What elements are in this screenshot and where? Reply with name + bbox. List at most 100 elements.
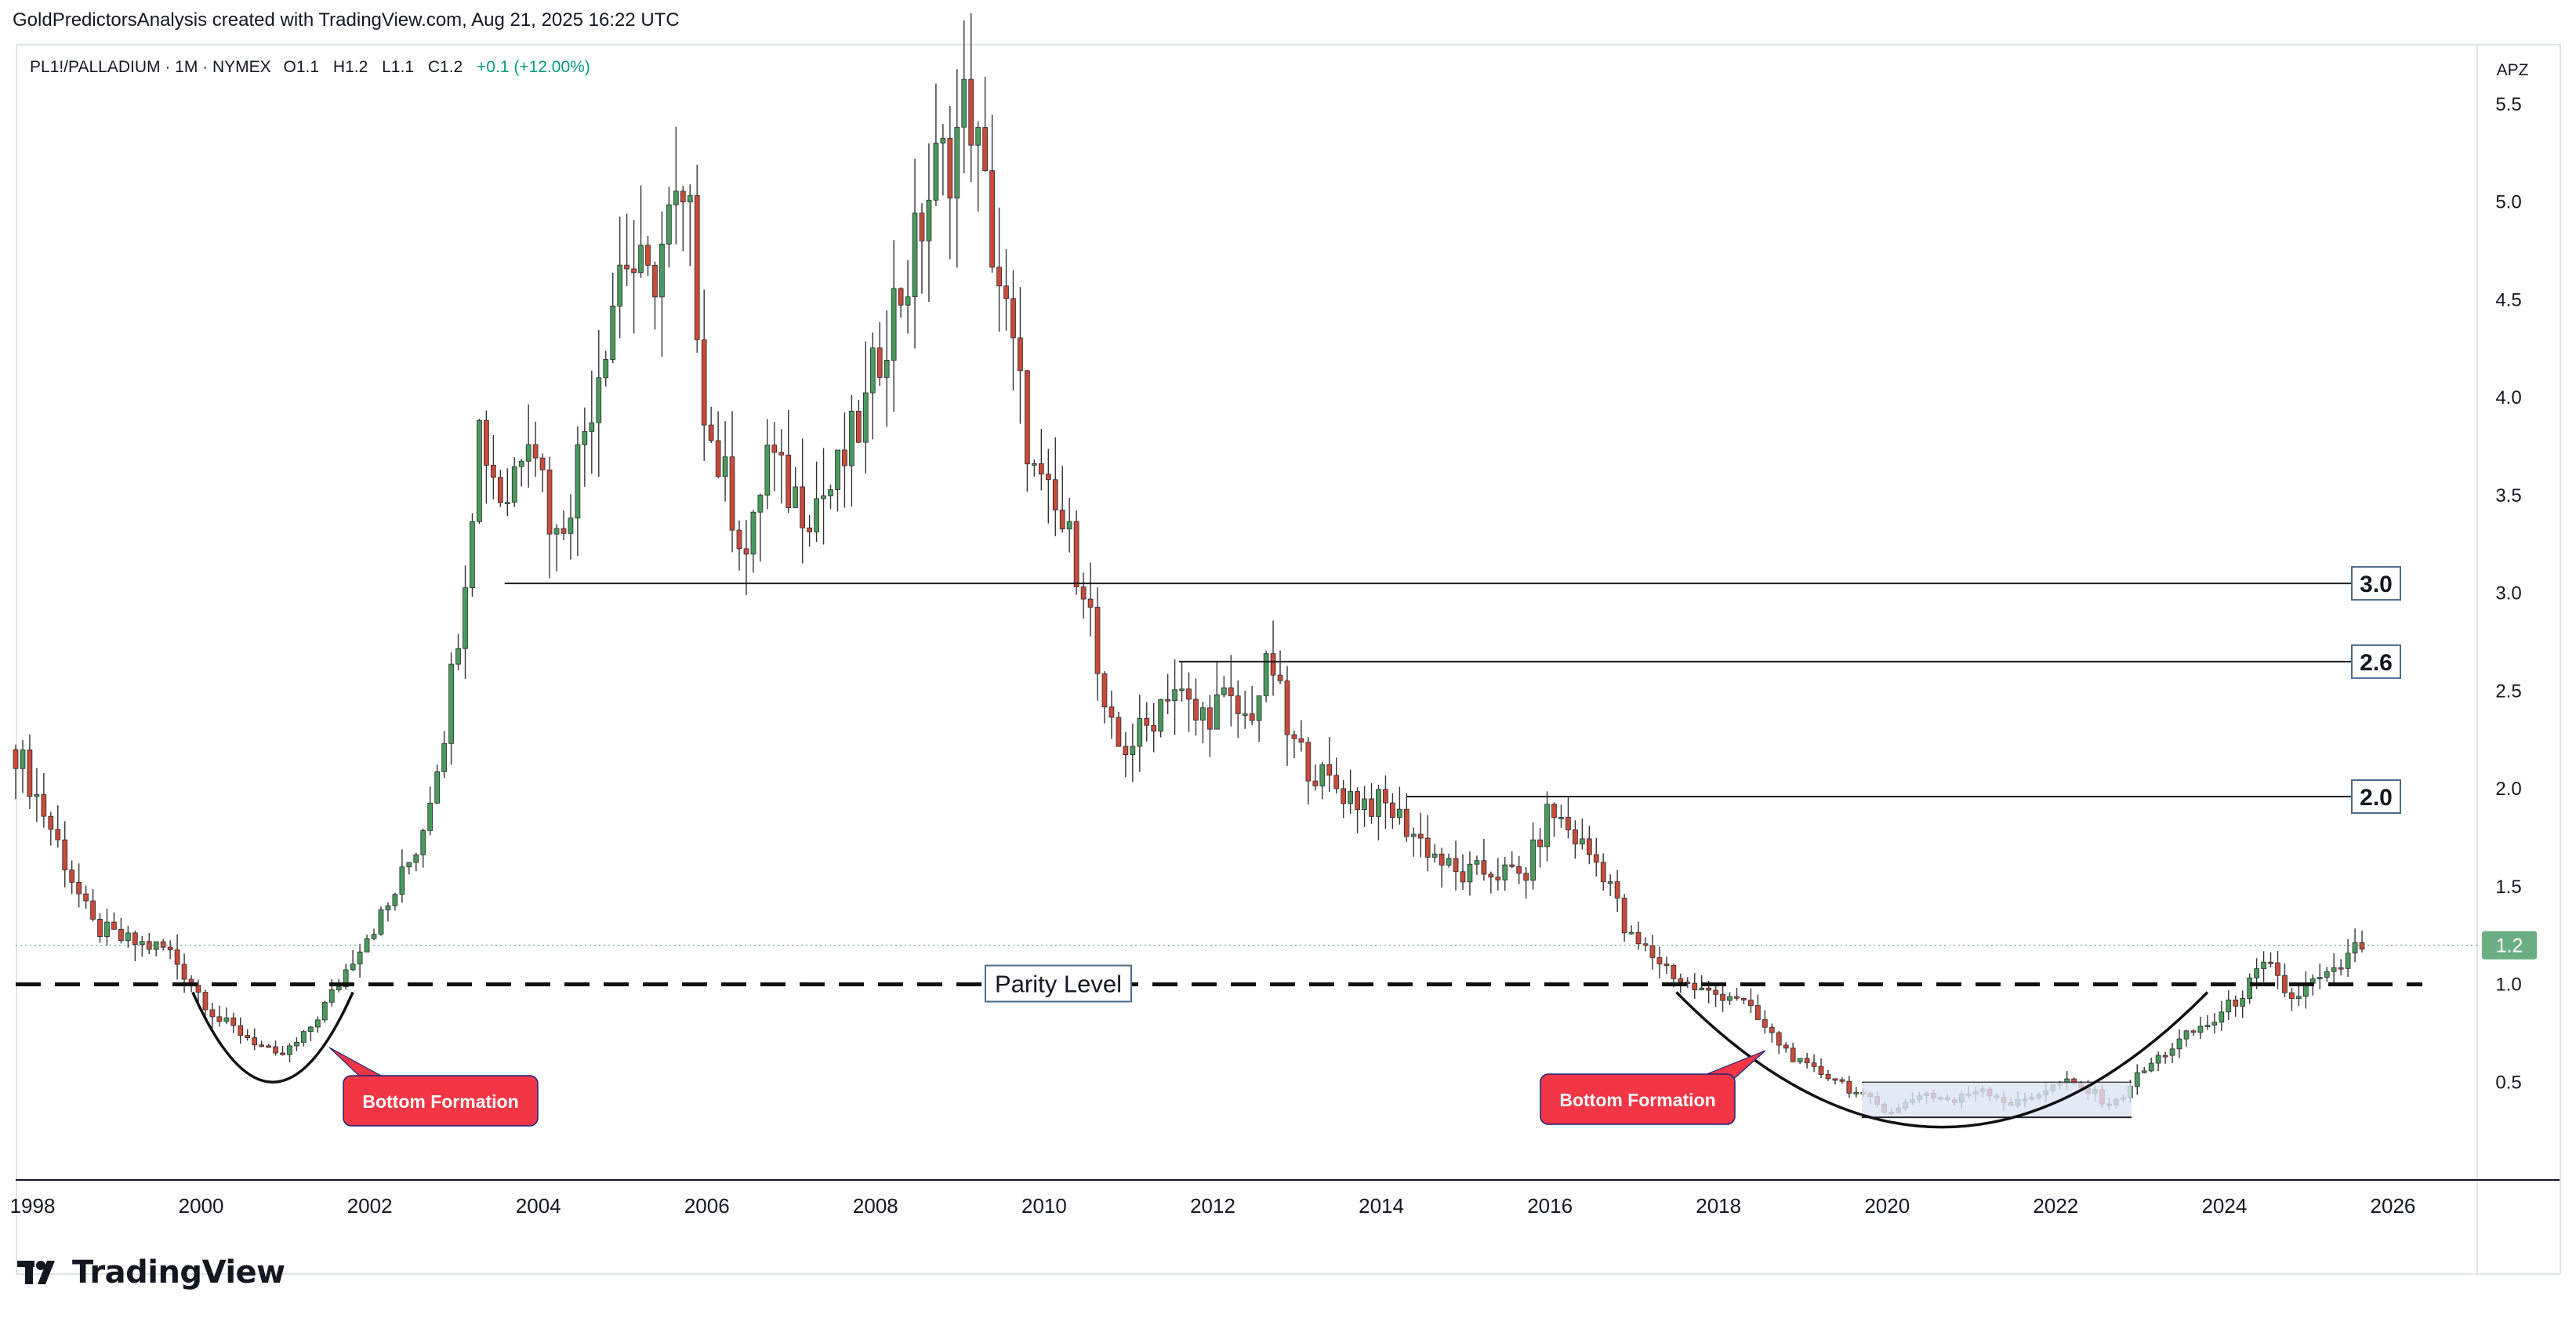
consolidation-box [1862,1082,2132,1118]
candle-body [666,204,672,245]
candle-body [1783,1044,1789,1049]
candle-body [1228,687,1234,696]
candle-body [1291,734,1297,739]
candle-body [2247,977,2253,999]
candle-body [259,1044,264,1047]
candle-body [1214,694,1220,730]
legend-change: +0.1 (+12.00%) [477,58,590,76]
candle-body [1734,996,1740,999]
chart-panel [16,44,2561,1275]
legend-low: L1.1 [382,58,414,76]
candle-body [1642,943,1649,946]
candle-body [589,422,595,432]
candle-body [301,1031,307,1043]
x-tick-label: 2008 [853,1194,898,1218]
candle-body [947,137,953,199]
candle-body [750,511,756,555]
candle-body [1403,808,1410,837]
candle-body [1439,853,1445,866]
axis-layer: 0.5 1.0 1.5 2.0 2.5 3.0 3.5 4.0 4.5 5.0 5.5 1998 200… [10,45,2560,1273]
bottom-formation-label: Bottom Formation [1559,1090,1715,1110]
candle-body [1256,695,1262,721]
scale-label[interactable]: APZ [2497,61,2529,79]
x-tick-label: 2026 [2371,1194,2416,1218]
candle-body [1846,1080,1852,1094]
candle-body [736,529,742,550]
candle-body [118,928,124,942]
candle-body [1566,817,1571,830]
candle-body [385,905,391,910]
tradingview-footer[interactable]: TradingView [17,1254,285,1291]
candle-body [1130,746,1136,756]
candle-body [1038,463,1044,475]
candle-body [392,894,398,906]
candle-body [1018,337,1023,372]
candle-body [715,440,721,477]
candle-body [1355,791,1360,811]
candle-body [34,794,40,797]
candle-body [2233,999,2239,1007]
x-tick-label: 2022 [2033,1194,2078,1218]
candle-body [406,862,412,868]
candle-body [1551,804,1557,819]
candle-body [919,212,925,241]
parity-label: Parity Level [995,971,1122,998]
x-tick-label: 2016 [1527,1194,1573,1218]
last-price-label: 1.2 [2496,935,2523,957]
candle-body [477,419,482,522]
candle-body [1158,699,1164,731]
candle-body [125,932,131,942]
candle-body [223,1017,230,1022]
candle-body [1417,833,1424,839]
candle-body [1151,724,1157,731]
candle-body [2141,1070,2147,1073]
candle-body [174,949,180,965]
candle-body [321,1001,328,1021]
bottom-formation-label: Bottom Formation [362,1091,518,1112]
candle-body [2204,1025,2211,1028]
candle-body [1200,707,1206,721]
candle-body [1839,1079,1845,1082]
candle-body [757,495,764,513]
candle-body [328,989,335,1003]
candle-body [807,527,812,532]
candle-body [1179,688,1185,692]
candle-body [1614,881,1620,898]
y-tick-label: 2.5 [2495,681,2521,702]
candle-body [2169,1048,2175,1056]
candle-body [1312,780,1319,786]
candle-body [1699,987,1705,990]
candle-body [610,306,616,360]
candle-body [624,264,629,270]
candle-body [1755,1005,1761,1020]
attribution-header: GoldPredictorsAnalysis created with Trad… [13,9,680,31]
candle-body [1446,858,1452,866]
candle-body [463,587,468,649]
candle-body [883,360,890,378]
candle-body [1488,873,1494,878]
candle-body [905,296,911,306]
candle-body [1573,829,1578,844]
candle-body [1305,742,1312,782]
candle-body [842,449,847,466]
candle-body [2275,962,2280,976]
candle-body [1193,699,1199,721]
candle-body [2197,1026,2204,1033]
candle-body [1059,510,1065,530]
candle-body [2324,971,2330,978]
candle-body [413,854,419,863]
candle-body [266,1045,271,1048]
candle-body [511,466,517,503]
candle-body [104,921,110,938]
y-tick-label: 2.0 [2495,779,2521,800]
candle-body [659,243,665,298]
candle-body [1362,798,1367,811]
candle-body [1045,474,1051,481]
candle-body [1460,871,1466,883]
candle-body [139,941,145,946]
candle-body [1277,674,1283,681]
candle-body [694,195,700,340]
candle-body [800,486,806,528]
candle-body [1424,837,1431,858]
